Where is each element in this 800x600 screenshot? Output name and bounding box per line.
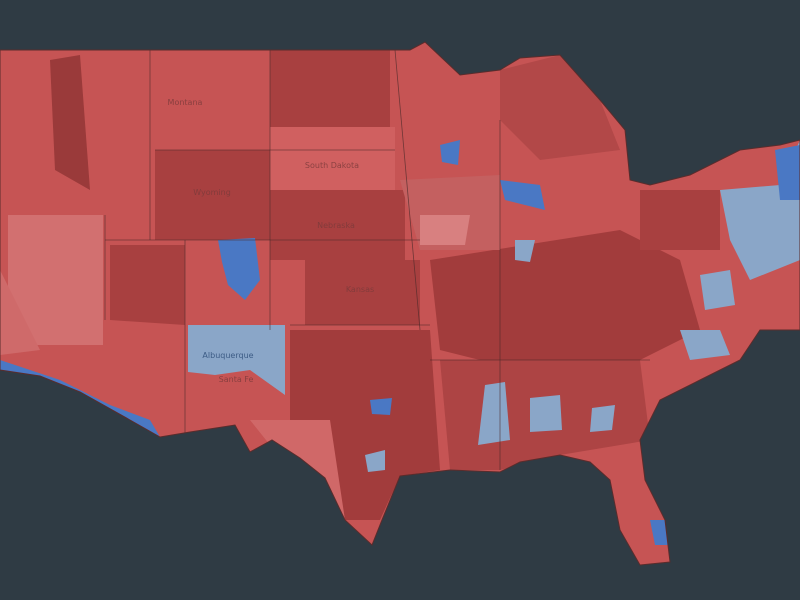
district-dem (530, 395, 562, 432)
district (50, 55, 90, 190)
district (270, 127, 395, 190)
district-dem (720, 140, 800, 280)
district-dem (218, 238, 260, 300)
district (430, 230, 700, 370)
district-dem (370, 398, 392, 415)
district-dem (365, 450, 385, 472)
district-dem (478, 382, 510, 445)
district (155, 150, 270, 240)
district-dem (680, 330, 730, 360)
district (270, 190, 405, 260)
district-dem (440, 140, 460, 165)
district (0, 270, 40, 355)
district-dem (590, 405, 615, 432)
map-label: Santa Fe (219, 375, 254, 384)
district-dem (515, 240, 535, 262)
district-dem (775, 145, 800, 200)
district-dem (650, 520, 668, 545)
district (270, 50, 390, 130)
map-label: Kansas (346, 285, 374, 294)
district (420, 215, 470, 245)
district (500, 55, 620, 160)
district-dem (188, 325, 285, 395)
map-label: Albuquerque (202, 351, 253, 360)
border (394, 49, 421, 331)
map-label: South Dakota (305, 161, 359, 170)
district-dem (0, 360, 160, 437)
district (110, 245, 185, 325)
map-label: Montana (168, 98, 203, 107)
district-dem (500, 180, 545, 210)
map-label: Nebraska (317, 221, 355, 230)
district (305, 260, 420, 325)
district (640, 190, 720, 250)
district-dem (700, 270, 735, 310)
map-label: Wyoming (193, 188, 231, 197)
